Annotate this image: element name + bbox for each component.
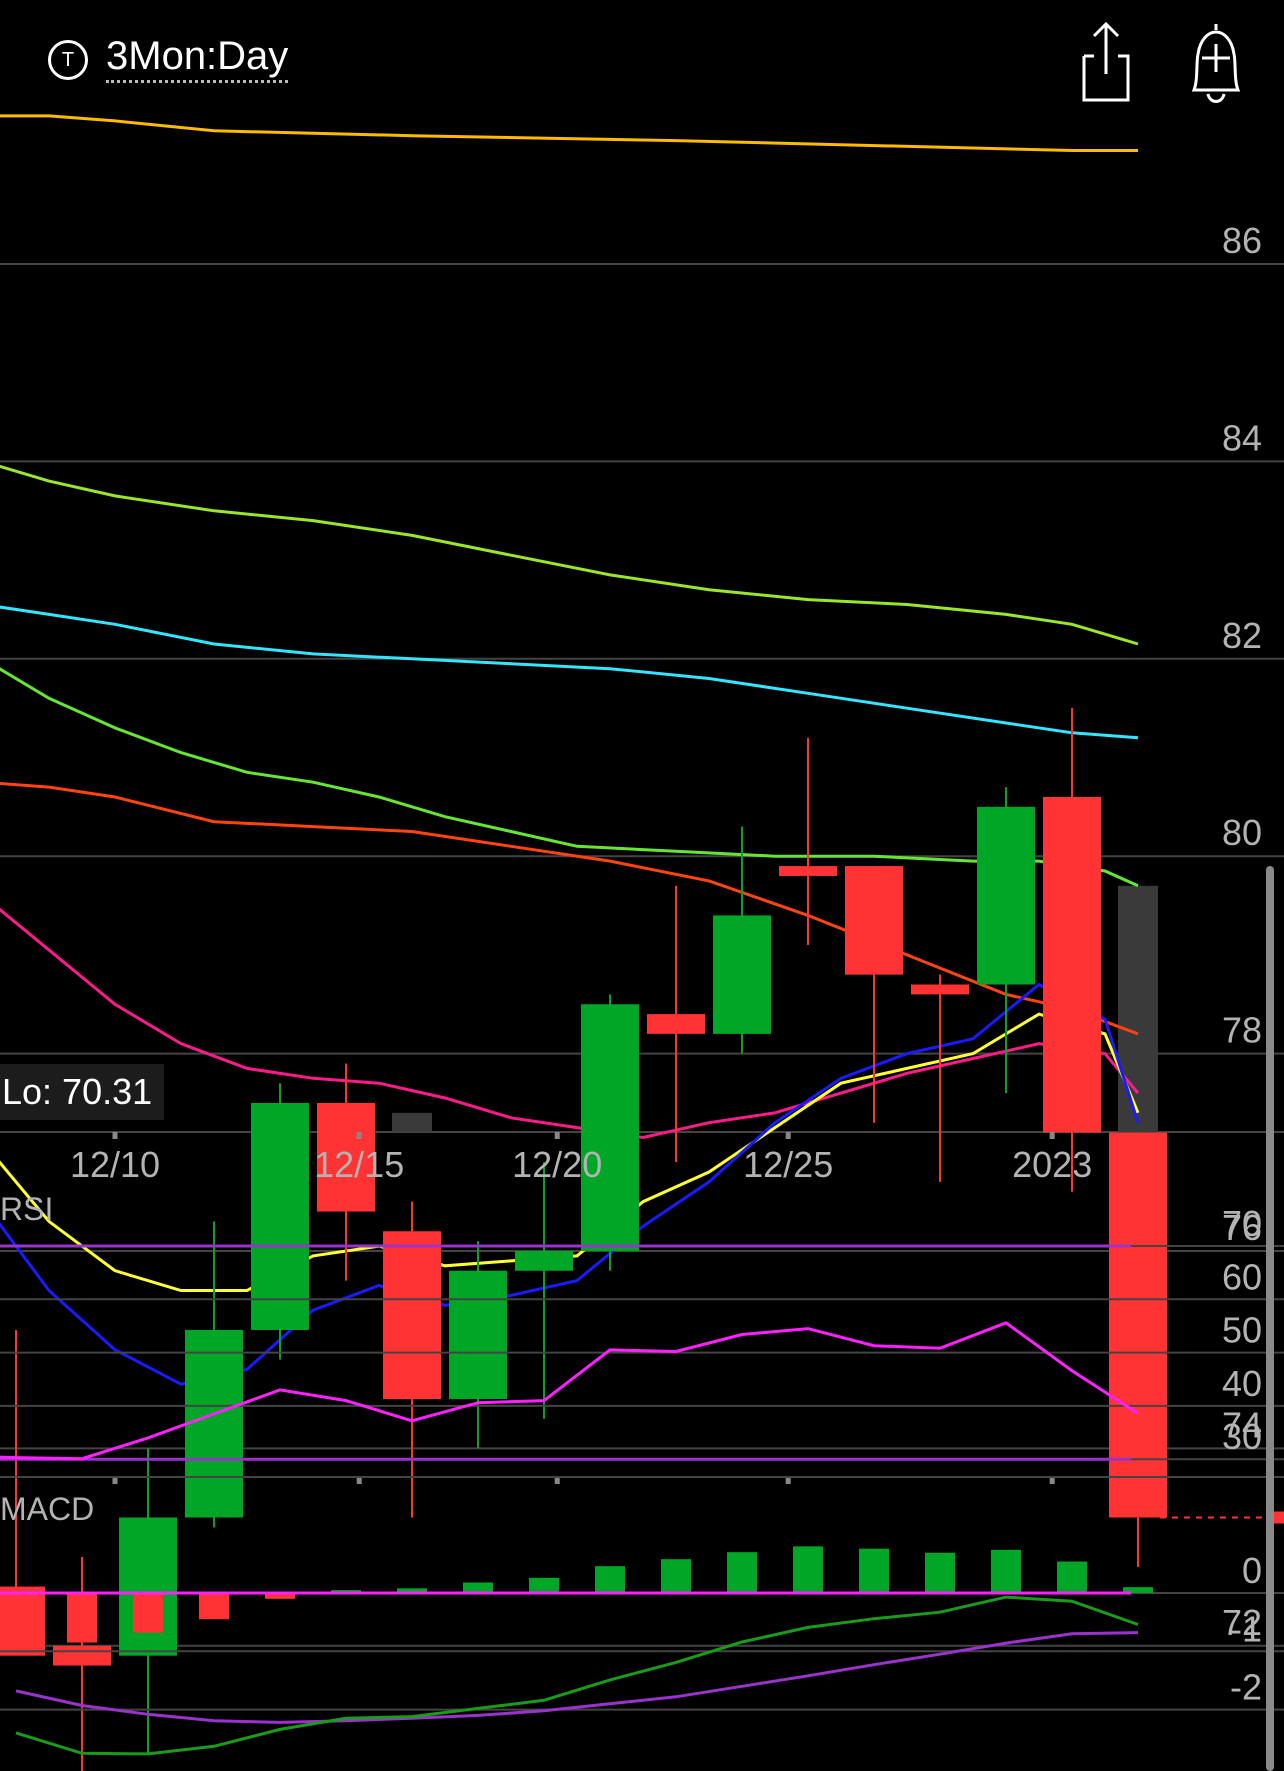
price-tick-label: 82 <box>1222 615 1262 656</box>
rsi-line <box>0 1321 1139 1461</box>
candle-body <box>317 1102 375 1212</box>
macd-histogram-bar <box>793 1546 823 1593</box>
macd-tick-label: -2 <box>1230 1667 1262 1708</box>
moving-average-line <box>0 1012 1140 1292</box>
volume-bar <box>392 1112 432 1132</box>
macd-histogram-bar <box>727 1552 757 1593</box>
moving-average-line <box>0 907 1140 1140</box>
moving-average-line <box>0 114 1138 152</box>
moving-average-line <box>0 605 1139 740</box>
price-tick-label: 72 <box>1222 1602 1262 1643</box>
candle-body <box>515 1251 573 1271</box>
x-axis-label: 12/25 <box>743 1144 833 1185</box>
candle-body <box>119 1517 177 1656</box>
moving-average-line <box>0 464 1139 646</box>
price-tick-label: 76 <box>1222 1207 1262 1248</box>
share-button[interactable] <box>1076 20 1136 104</box>
macd-tick-label: -1 <box>1230 1608 1262 1649</box>
macd-line <box>15 1595 1139 1756</box>
low-label-box <box>0 1064 164 1120</box>
rsi-label: RSI <box>0 1191 53 1227</box>
rsi-tick-label: 50 <box>1222 1310 1262 1351</box>
macd-histogram-bar <box>397 1588 427 1593</box>
price-tick-label: 78 <box>1222 1010 1262 1051</box>
vertical-scrollbar[interactable] <box>1266 866 1274 1771</box>
x-axis-label: 12/15 <box>314 1144 404 1185</box>
candle-body <box>383 1231 441 1400</box>
macd-histogram-bar <box>133 1593 163 1633</box>
macd-histogram-bar <box>67 1593 97 1643</box>
price-tick-label: 80 <box>1222 812 1262 853</box>
macd-signal-line <box>15 1631 1139 1724</box>
macd-histogram-bar <box>265 1593 295 1599</box>
chart-header: T 3Mon:Day <box>0 0 1284 120</box>
candle-body <box>53 1645 111 1666</box>
x-axis-label: 2023 <box>1012 1144 1092 1185</box>
add-alert-bell-icon <box>1191 24 1241 103</box>
macd-histogram-bar <box>1123 1587 1153 1593</box>
macd-histogram-bar <box>463 1582 493 1593</box>
macd-histogram-bar <box>595 1566 625 1593</box>
moving-average-line <box>0 667 1139 888</box>
macd-histogram-bar <box>859 1548 889 1593</box>
moving-average-line <box>0 781 1139 1036</box>
rsi-tick-label: 40 <box>1222 1363 1262 1404</box>
macd-histogram-bar <box>925 1552 955 1593</box>
macd-histogram-bar <box>1 1593 31 1639</box>
last-price-marker <box>1272 1511 1284 1524</box>
low-label: Lo: 70.31 <box>2 1071 152 1112</box>
rsi-tick-label: 70 <box>1222 1203 1262 1244</box>
timeframe-selector[interactable]: 3Mon:Day <box>106 34 289 83</box>
x-axis-label: 12/20 <box>512 1144 602 1185</box>
candle-body <box>713 915 771 1034</box>
x-axis-label: 12/10 <box>70 1144 160 1185</box>
share-icon <box>1082 21 1130 102</box>
add-alert-button[interactable] <box>1180 20 1252 104</box>
candle-body <box>1109 1132 1167 1518</box>
candle-body <box>647 1014 705 1034</box>
candle-body <box>845 866 903 975</box>
candle-body <box>251 1102 309 1330</box>
price-tick-label: 74 <box>1222 1404 1262 1445</box>
macd-label: MACD <box>0 1491 94 1527</box>
candle-body <box>977 806 1035 985</box>
macd-histogram-bar <box>991 1549 1021 1593</box>
candle-body <box>185 1329 243 1518</box>
candle-body <box>779 866 837 876</box>
candle-body <box>581 1004 639 1251</box>
moving-average-line <box>0 982 1140 1386</box>
macd-histogram-bar <box>661 1559 691 1593</box>
macd-histogram-bar <box>1057 1561 1087 1593</box>
rsi-tick-label: 60 <box>1222 1256 1262 1297</box>
macd-histogram-bar <box>199 1593 229 1620</box>
macd-histogram-bar <box>529 1577 559 1593</box>
symbol-t-icon[interactable]: T <box>48 40 88 80</box>
macd-tick-label: 0 <box>1242 1550 1262 1591</box>
candle-body <box>449 1270 507 1400</box>
candle-body <box>1043 796 1101 1133</box>
candle-body <box>911 984 969 995</box>
price-tick-label: 86 <box>1222 220 1262 261</box>
rsi-tick-label: 30 <box>1222 1416 1262 1457</box>
volume-bar <box>1118 885 1158 1132</box>
price-tick-label: 84 <box>1222 417 1262 458</box>
